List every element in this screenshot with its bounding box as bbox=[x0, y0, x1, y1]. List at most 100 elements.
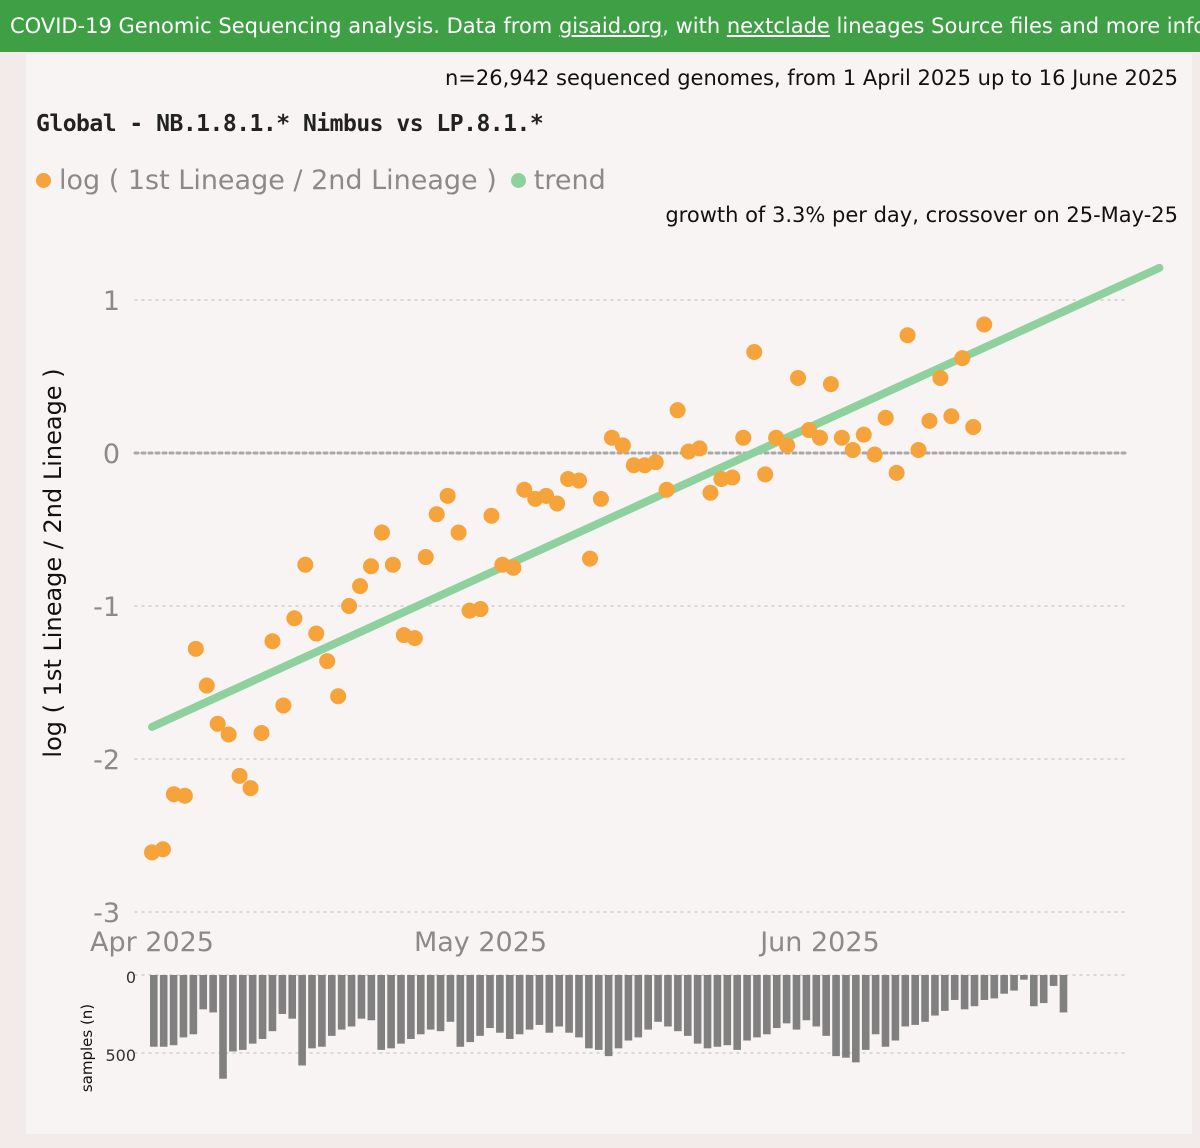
sample-bar bbox=[565, 975, 573, 1033]
sample-bar bbox=[446, 975, 455, 1022]
legend-dot-trend bbox=[510, 173, 526, 188]
sample-bar bbox=[436, 975, 445, 1032]
data-point bbox=[625, 457, 642, 474]
sample-bar bbox=[416, 975, 425, 1035]
sample-bar bbox=[931, 975, 939, 1016]
sample-bar bbox=[950, 975, 959, 1000]
sample-bar bbox=[743, 975, 751, 1041]
sample-bar bbox=[654, 975, 662, 1022]
sample-bar bbox=[753, 975, 761, 1038]
data-point bbox=[516, 481, 533, 498]
data-point bbox=[647, 454, 664, 471]
data-point bbox=[965, 418, 982, 435]
sample-bar bbox=[842, 975, 850, 1058]
sample-bar bbox=[871, 975, 880, 1035]
sample-bar bbox=[525, 975, 534, 1030]
data-point bbox=[472, 601, 489, 618]
legend-dot-ratio bbox=[36, 173, 51, 188]
sample-bar bbox=[713, 975, 722, 1047]
data-point bbox=[954, 350, 971, 367]
sample-bar bbox=[219, 975, 227, 1079]
data-point bbox=[352, 578, 369, 595]
sample-bar bbox=[189, 975, 198, 1035]
sample-bar bbox=[575, 975, 583, 1038]
sample-bar bbox=[387, 975, 395, 1049]
data-point bbox=[691, 440, 708, 457]
sample-bar bbox=[150, 975, 158, 1047]
sample-bar bbox=[545, 975, 554, 1033]
sample-bar bbox=[456, 975, 465, 1047]
sample-bar bbox=[367, 975, 376, 1021]
sample-bar bbox=[733, 975, 741, 1050]
banner-text-suffix: lineages Source files and more info on bbox=[836, 14, 1200, 38]
sample-bar bbox=[179, 975, 188, 1038]
data-point bbox=[154, 841, 171, 858]
data-point bbox=[592, 490, 609, 507]
data-point bbox=[373, 524, 390, 541]
data-point bbox=[187, 640, 204, 657]
data-point bbox=[779, 437, 796, 454]
data-point bbox=[330, 688, 347, 705]
sample-bar bbox=[723, 975, 732, 1046]
data-point bbox=[877, 409, 894, 426]
sample-bar bbox=[634, 975, 643, 1038]
sample-bar bbox=[792, 975, 801, 1030]
sample-bar bbox=[426, 975, 435, 1030]
sample-bar bbox=[1059, 975, 1068, 1013]
y-tick-label: 0 bbox=[103, 439, 120, 470]
sample-bar bbox=[555, 975, 564, 1027]
data-point bbox=[888, 464, 905, 481]
data-point bbox=[319, 653, 336, 670]
sample-bar bbox=[1000, 975, 1008, 994]
sample-bar bbox=[604, 975, 613, 1057]
legend-item-trend[interactable]: trend bbox=[510, 165, 606, 196]
sample-bar bbox=[258, 975, 267, 1039]
sample-bar bbox=[891, 975, 900, 1041]
data-point bbox=[790, 370, 807, 387]
sample-bar bbox=[624, 975, 633, 1041]
sample-bar bbox=[703, 975, 712, 1049]
sample-bar bbox=[911, 975, 919, 1025]
sample-bar bbox=[466, 975, 475, 1043]
sample-bar bbox=[377, 975, 386, 1050]
data-point bbox=[746, 344, 763, 361]
sample-bar bbox=[318, 975, 326, 1047]
data-point bbox=[384, 556, 401, 573]
sample-bar bbox=[288, 975, 297, 1019]
nextclade-link[interactable]: nextclade bbox=[726, 14, 830, 38]
data-point bbox=[406, 630, 423, 647]
data-point bbox=[439, 487, 456, 504]
data-point bbox=[264, 633, 281, 650]
legend[interactable]: log ( 1st Lineage / 2nd Lineage ) trend bbox=[36, 165, 620, 196]
sample-bar bbox=[496, 975, 504, 1033]
sample-summary: n=26,942 sequenced genomes, from 1 April… bbox=[444, 66, 1178, 90]
data-point bbox=[275, 697, 292, 714]
y-tick-label: -2 bbox=[93, 745, 120, 776]
sample-bar bbox=[772, 975, 781, 1029]
chart-title: Global - NB.1.8.1.* Nimbus vs LP.8.1.* bbox=[36, 111, 544, 137]
y-axis-label: log ( 1st Lineage / 2nd Lineage ) bbox=[39, 368, 67, 757]
data-point bbox=[614, 437, 631, 454]
banner-text-middle: , with bbox=[662, 14, 727, 38]
bar-y-tick-label: 0 bbox=[126, 968, 136, 987]
sample-bar bbox=[169, 975, 178, 1046]
sample-bar bbox=[1030, 975, 1038, 1007]
data-point bbox=[242, 780, 259, 797]
sample-bar bbox=[644, 975, 652, 1030]
data-point bbox=[932, 370, 949, 387]
data-point bbox=[943, 408, 960, 425]
sample-bar bbox=[209, 975, 217, 1013]
data-point bbox=[231, 767, 248, 784]
sample-bar bbox=[159, 975, 168, 1047]
data-point bbox=[833, 429, 850, 446]
banner-text-prefix: COVID-19 Genomic Sequencing analysis. Da… bbox=[10, 14, 559, 38]
chart-panel bbox=[26, 54, 1192, 1134]
data-point bbox=[724, 469, 741, 486]
sample-bar bbox=[990, 975, 999, 999]
sample-bar bbox=[397, 975, 405, 1044]
gisaid-link[interactable]: gisaid.org bbox=[558, 14, 663, 38]
data-point bbox=[428, 506, 445, 523]
sample-bar bbox=[229, 975, 237, 1052]
y-tick-label: -1 bbox=[93, 592, 120, 623]
legend-item-ratio[interactable]: log ( 1st Lineage / 2nd Lineage ) bbox=[36, 165, 497, 196]
